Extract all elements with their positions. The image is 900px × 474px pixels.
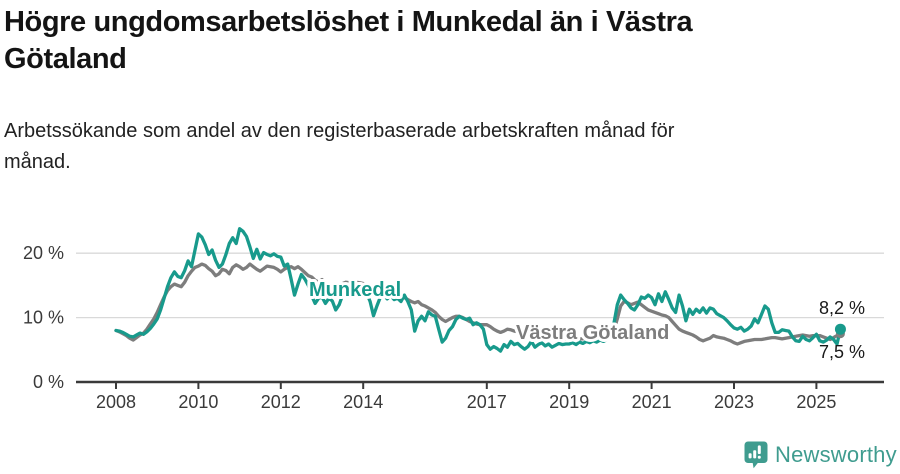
y-axis-tick-label: 10 % — [23, 308, 64, 328]
page-title-line-2: Götaland — [4, 43, 127, 75]
brand-name: Newsworthy — [775, 442, 897, 467]
brand-footer: Newsworthy — [744, 441, 897, 469]
chart-header: Högre ungdomsarbetslöshet i Munkedal än … — [4, 4, 864, 78]
series-end-dot — [834, 323, 846, 335]
page-title-line-1: Högre ungdomsarbetslöshet i Munkedal än … — [4, 6, 693, 38]
exclamation-dot — [757, 455, 761, 459]
x-axis-tick-label: 2008 — [96, 392, 136, 412]
x-axis-tick-label: 2012 — [261, 392, 301, 412]
end-value-label-munkedal: 8,2 % — [819, 298, 865, 318]
x-axis-tick-label: 2025 — [796, 392, 836, 412]
x-axis-tick-label: 2017 — [467, 392, 507, 412]
y-axis-tick-label: 20 % — [23, 243, 64, 263]
chart-subtitle: Arbetssökande som andel av den registerb… — [4, 116, 864, 178]
series-label-vastra-gotaland: Västra Götaland — [516, 322, 669, 344]
y-axis-tick-label: 0 % — [33, 372, 64, 392]
bar-short — [748, 453, 752, 459]
x-axis-tick-label: 2021 — [632, 392, 672, 412]
series-line-v-stra-g-taland — [114, 262, 843, 346]
end-value-label-vastra-gotaland: 7,5 % — [819, 342, 865, 362]
newsworthy-logo-icon — [744, 441, 768, 469]
subtitle-line-1: Arbetssökande som andel av den registerb… — [4, 120, 675, 142]
series-line-munkedal — [114, 227, 843, 353]
chart-canvas: 0 % 10 % 20 % 2008 2010 2012 2014 2017 2019 2021 2… — [23, 227, 884, 412]
series-label-munkedal: Munkedal — [309, 279, 401, 301]
subtitle-line-2: månad. — [4, 151, 71, 173]
x-axis-tick-label: 2023 — [714, 392, 754, 412]
exclamation-stem — [757, 445, 761, 454]
line-chart: 0 % 10 % 20 % 2008 2010 2012 2014 2017 2019 2021 2… — [0, 208, 900, 434]
x-axis-tick-label: 2019 — [549, 392, 589, 412]
x-axis-tick-label: 2014 — [343, 392, 383, 412]
x-axis-tick-label: 2010 — [178, 392, 218, 412]
bar-tall — [753, 450, 757, 459]
